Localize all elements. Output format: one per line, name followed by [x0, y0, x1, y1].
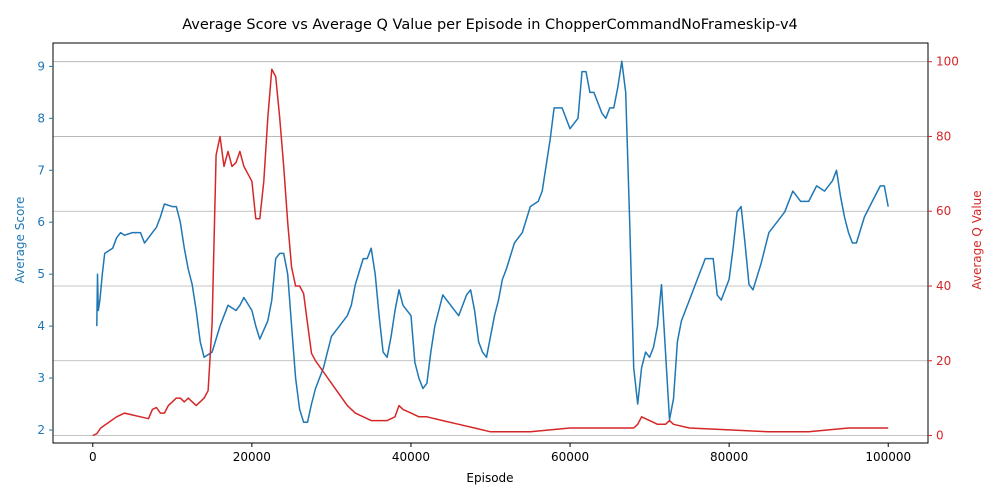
left-y-tick-label: 3 [37, 371, 45, 385]
x-tick-label: 60000 [551, 450, 589, 464]
x-tick-label: 0 [89, 450, 97, 464]
right-y-tick-label: 100 [936, 55, 959, 69]
right-y-tick-label: 40 [936, 279, 951, 293]
plot-frame [52, 42, 929, 444]
left-y-tick-label: 2 [37, 423, 45, 437]
x-axis-ticks: 0 20000 40000 60000 80000 100000 [89, 443, 911, 464]
right-y-tick-label: 0 [936, 429, 944, 443]
x-tick-label: 100000 [865, 450, 911, 464]
grid-lines [53, 61, 928, 436]
right-y-tick-label: 60 [936, 204, 951, 218]
right-y-axis-ticks: 0 20 40 60 80 100 [928, 55, 959, 443]
left-y-tick-label: 5 [37, 267, 45, 281]
x-axis-label: Episode [466, 471, 513, 485]
left-y-tick-label: 7 [37, 163, 45, 177]
left-y-axis-ticks: 2 3 4 5 6 7 8 9 [37, 59, 53, 437]
left-y-tick-label: 6 [37, 215, 45, 229]
x-tick-label: 80000 [710, 450, 748, 464]
left-y-tick-label: 8 [37, 111, 45, 125]
right-y-tick-label: 20 [936, 354, 951, 368]
x-tick-label: 20000 [233, 450, 271, 464]
chart-title: Average Score vs Average Q Value per Epi… [182, 17, 798, 33]
left-y-tick-label: 4 [37, 319, 45, 333]
series-layer [92, 60, 889, 437]
left-y-axis-label: Average Score [13, 197, 27, 284]
x-tick-label: 40000 [392, 450, 430, 464]
left-y-tick-label: 9 [37, 59, 45, 73]
q-value-series-line [92, 68, 889, 437]
right-y-tick-label: 80 [936, 129, 951, 143]
right-y-axis-label: Average Q Value [970, 190, 984, 289]
score-series-line [96, 60, 889, 423]
